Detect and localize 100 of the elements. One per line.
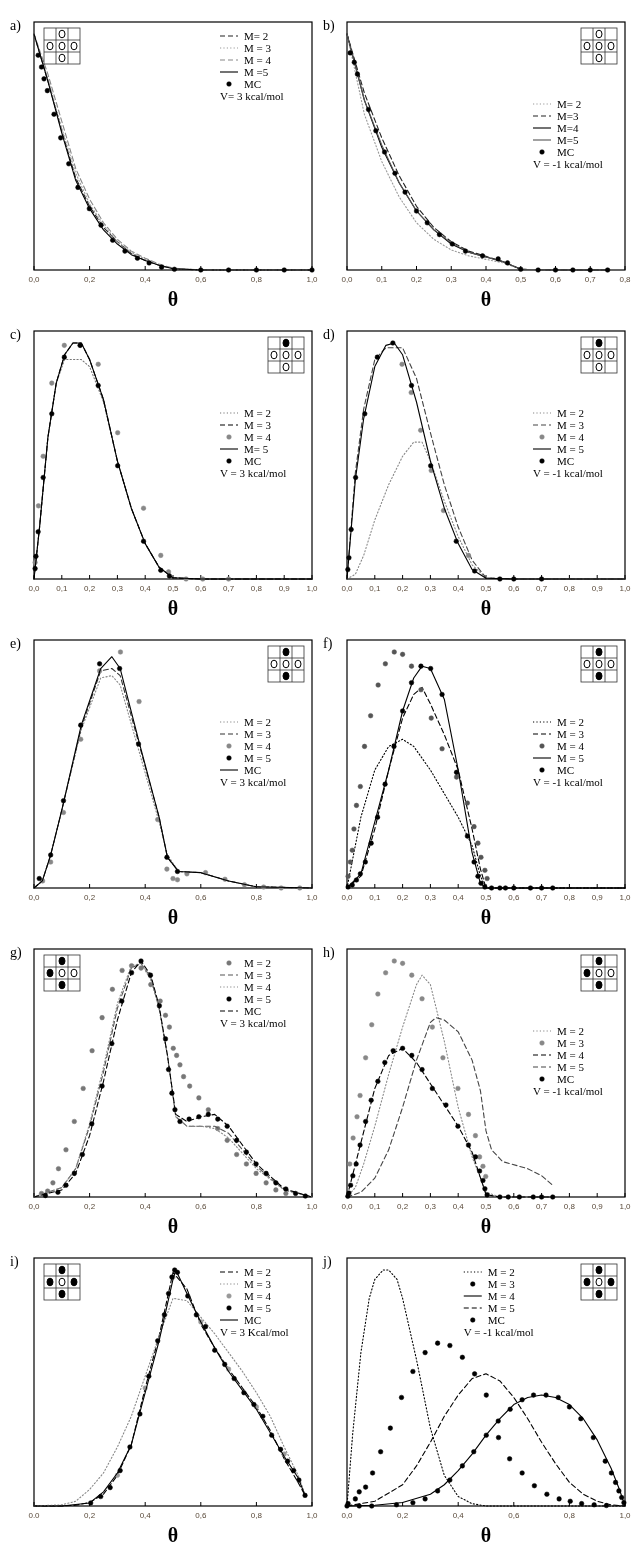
x-tick-label: 0,8 xyxy=(619,275,632,284)
annotation: V = 3 kcal/mol xyxy=(220,1016,287,1029)
x-tick-label: 0,0 xyxy=(28,275,41,284)
legend-label: M = 4 xyxy=(244,739,272,752)
legend-label: M = 5 xyxy=(244,751,272,764)
legend-label: M = 3 xyxy=(557,1036,585,1049)
legend-label: M= 2 xyxy=(557,97,582,110)
legend-label: M = 5 xyxy=(244,1301,272,1314)
x-axis-title: θ xyxy=(167,1215,179,1237)
x-tick-label: 0,8 xyxy=(250,1511,263,1520)
x-tick-label: 0,8 xyxy=(250,893,263,902)
x-tick-label: 0,4 xyxy=(452,1511,465,1520)
legend-label: M = 4 xyxy=(557,739,585,752)
x-tick-label: 0,2 xyxy=(84,893,96,902)
legend-label: M = 3 xyxy=(244,968,272,981)
legend-label: M =5 xyxy=(244,65,269,78)
x-tick-label: 0,5 xyxy=(480,584,493,593)
legend-label: M = 2 xyxy=(244,406,271,419)
x-tick-label: 0,8 xyxy=(250,1202,263,1211)
x-tick-label: 0,8 xyxy=(250,584,263,593)
x-tick-label: 0,0 xyxy=(341,275,354,284)
x-tick-label: 0,1 xyxy=(56,584,68,593)
x-tick-label: 0,5 xyxy=(167,584,180,593)
x-tick-label: 1,0 xyxy=(619,584,632,593)
x-tick-label: 0,6 xyxy=(195,1511,207,1520)
x-tick-label: 0,6 xyxy=(195,1202,207,1211)
x-axis-title: θ xyxy=(167,597,179,619)
legend-label: M = 3 xyxy=(244,418,272,431)
x-tick-label: 0,3 xyxy=(424,893,437,902)
x-tick-label: 0,3 xyxy=(424,1202,437,1211)
legend-label: M = 3 xyxy=(244,1277,272,1290)
x-tick-label: 0,2 xyxy=(397,1511,409,1520)
x-tick-label: 0,2 xyxy=(397,1202,409,1211)
legend-label: M = 3 xyxy=(557,418,585,431)
x-tick-label: 0,4 xyxy=(452,584,465,593)
x-tick-label: 1,0 xyxy=(306,893,319,902)
legend-label: M = 5 xyxy=(487,1301,516,1314)
annotation: V = -1 kcal/mol xyxy=(533,466,603,479)
x-tick-label: 0,7 xyxy=(536,893,548,902)
x-tick-label: 0,8 xyxy=(563,1511,576,1520)
x-tick-label: 0,2 xyxy=(84,1511,96,1520)
x-tick-label: 0,6 xyxy=(508,584,520,593)
legend-label: M = 4 xyxy=(244,430,272,443)
x-tick-label: 1,0 xyxy=(306,275,319,284)
legend-label: M = 5 xyxy=(557,442,585,455)
x-axis-title: θ xyxy=(167,906,179,928)
legend-label: M = 2 xyxy=(557,715,584,728)
x-tick-label: 0,3 xyxy=(111,584,124,593)
x-tick-label: 0,1 xyxy=(369,584,381,593)
legend-label: M=3 xyxy=(557,109,579,122)
legend-label: M = 4 xyxy=(244,53,272,66)
chart-title: h) xyxy=(323,945,335,961)
x-tick-label: 0,6 xyxy=(508,1202,520,1211)
annotation: V = 3 Kcal/mol xyxy=(220,1325,289,1338)
chart-title: i) xyxy=(10,1254,19,1270)
x-tick-label: 1,0 xyxy=(619,893,632,902)
x-tick-label: 0,0 xyxy=(341,584,354,593)
legend-label: M = 2 xyxy=(487,1265,515,1278)
legend-label: M= 5 xyxy=(244,442,269,455)
x-tick-label: 0,6 xyxy=(549,275,562,284)
x-tick-label: 0,7 xyxy=(584,275,597,284)
legend-label: M = 3 xyxy=(557,727,585,740)
x-tick-label: 0,8 xyxy=(250,275,263,284)
x-tick-label: 0,5 xyxy=(480,1202,493,1211)
legend-label: M = 4 xyxy=(487,1289,516,1302)
x-tick-label: 0,3 xyxy=(445,275,458,284)
x-tick-label: 0,0 xyxy=(341,1202,354,1211)
x-tick-label: 0,4 xyxy=(480,275,493,284)
x-tick-label: 0.0 xyxy=(28,1511,41,1520)
x-tick-label: 0,9 xyxy=(278,584,291,593)
chart-title: e) xyxy=(10,636,22,652)
x-axis-title: θ xyxy=(480,597,492,619)
x-tick-label: 1,0 xyxy=(306,1202,319,1211)
x-tick-label: 0,2 xyxy=(397,893,409,902)
x-tick-label: 0,2 xyxy=(84,584,96,593)
x-tick-label: 0,5 xyxy=(480,893,493,902)
x-tick-label: 0,6 xyxy=(195,275,207,284)
chart-title: d) xyxy=(323,327,335,343)
legend-label: M = 3 xyxy=(244,727,272,740)
chart-title: f) xyxy=(323,636,333,652)
legend-label: M=4 xyxy=(557,121,579,134)
legend-label: MC xyxy=(244,763,262,776)
x-tick-label: 0,7 xyxy=(536,1202,548,1211)
x-tick-label: 0,2 xyxy=(84,275,96,284)
chart-title: j) xyxy=(322,1254,332,1270)
legend-label: MC xyxy=(557,145,575,158)
x-tick-label: 0,4 xyxy=(139,584,152,593)
x-tick-label: 0,7 xyxy=(223,584,235,593)
x-tick-label: 0,8 xyxy=(563,1202,576,1211)
legend-label: M = 4 xyxy=(244,1289,272,1302)
annotation: V = -1 kcal/mol xyxy=(463,1325,534,1338)
x-tick-label: 0,4 xyxy=(139,275,152,284)
legend-label: M= 2 xyxy=(244,29,269,42)
x-tick-label: 0,4 xyxy=(452,893,465,902)
x-tick-label: 0,0 xyxy=(28,1202,41,1211)
x-tick-label: 0,4 xyxy=(139,1202,152,1211)
x-tick-label: 0,0 xyxy=(28,584,41,593)
x-tick-label: 0,7 xyxy=(536,584,548,593)
x-tick-label: 0,0 xyxy=(341,893,354,902)
chart-title: g) xyxy=(10,945,22,961)
